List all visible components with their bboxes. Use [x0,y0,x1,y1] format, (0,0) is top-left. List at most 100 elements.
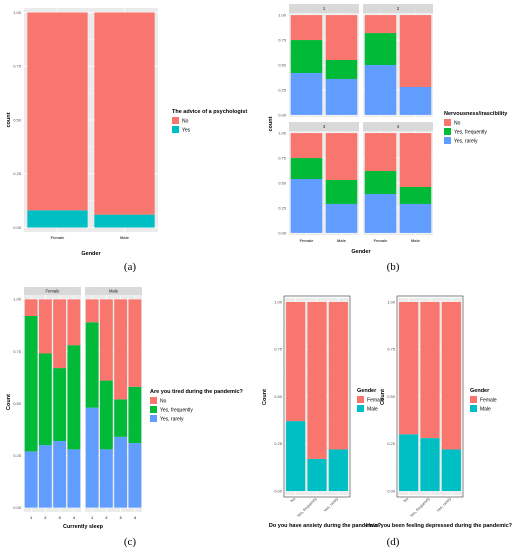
bar-b-facet0-0-s0 [290,15,323,41]
ytick-label: 0.00 [13,505,22,510]
legend-title: Gender [470,388,490,394]
bar-c-facet1-0-s2 [85,407,99,508]
bar-d1-2-s1 [328,449,348,492]
ytick-label: 0.25 [13,171,22,176]
xtick-label: No [402,496,410,504]
xtick-label: Male [120,235,130,240]
bar-b-facet1-0-s1 [364,33,397,65]
bar-d2-2-s0 [441,301,461,450]
legend-label: Yes, rarely [160,417,184,423]
bar-a-0-s0 [27,12,88,211]
bar-c-facet0-1-s1 [38,353,52,446]
ytick-label: 0.75 [13,64,22,69]
facet-strip-label: 1 [323,6,326,11]
ytick-label: 0.50 [387,394,396,399]
legend-label: Male [480,407,491,413]
facet-strip-label: 4 [397,124,400,129]
bar-b-facet2-1-s2 [325,203,358,233]
facet-strip [24,287,81,295]
bar-b-facet3-0-s1 [364,171,397,194]
legend-label: Yes, frequently [454,130,487,136]
bar-d1-2-s0 [328,301,348,450]
ytick-label: 0.00 [13,225,22,230]
legend-title: Nervousness/irascibility [444,111,508,117]
bar-b-facet3-0-s2 [364,193,397,233]
panel-border [283,295,351,498]
panel-caption: (b) [387,261,400,273]
legend-label: Male [367,407,378,413]
bar-c-facet1-1-s2 [99,449,113,508]
xtick-label: Yes, rarely [435,496,452,513]
legend-title: Gender [357,388,377,394]
y-axis-title: Count [6,394,12,410]
bar-b-facet0-1-s0 [325,15,358,61]
xtick-label: Male [337,238,347,243]
facet-strip [289,4,359,13]
bar-b-facet3-1-s2 [399,203,432,233]
bar-d1-0-s1 [286,421,306,492]
legend-key [470,396,477,403]
bar-c-facet1-1-s0 [99,299,113,381]
bar-c-facet1-1-s1 [99,380,113,450]
ytick-label: 0.50 [13,117,22,122]
ytick-label: 0.75 [387,347,396,352]
bar-c-facet1-2-s2 [114,436,128,508]
xtick-label: No [289,496,297,504]
ytick-label: 1.00 [274,299,283,304]
x-axis-title: Have you been feeling depressed during t… [366,523,513,529]
legend-label: No [182,119,189,125]
bar-c-facet1-3-s1 [128,386,142,444]
bar-b-facet2-1-s1 [325,180,358,204]
bar-d1-1-s1 [307,458,327,492]
ytick-label: 0.75 [13,349,22,354]
legend-key [357,396,364,403]
bar-b-facet3-1-s1 [399,186,432,204]
bar-b-facet1-0-s2 [364,65,397,115]
bar-c-facet1-0-s1 [85,322,99,408]
ytick-label: 1.00 [387,299,396,304]
legend-label: No [160,399,167,405]
xtick-label: Male [411,238,421,243]
x-axis-title: Currently sleep [63,524,104,530]
ytick-label: 0.50 [274,394,283,399]
bar-c-facet0-2-s0 [53,299,67,369]
xtick-label: Female [51,235,66,240]
bar-a-0-s1 [27,210,88,228]
bar-a-1-s1 [94,214,155,228]
xtick-label: 3 [59,515,62,520]
ytick-label: 0.50 [13,401,22,406]
legend-title: Are you tired during the pandemic? [150,389,244,395]
legend-key [150,406,157,413]
y-axis-title: Count [380,389,386,405]
bar-b-facet0-0-s2 [290,72,323,115]
legend-label: Female [367,398,384,404]
xtick-label: Female [374,238,389,243]
legend-label: Yes [182,128,191,134]
xtick-label: 4 [134,515,137,520]
bar-d2-0-s0 [399,301,419,435]
ytick-label: 1.00 [278,12,287,17]
legend-label: No [454,121,461,127]
facet-strip [289,122,359,131]
legend-key [444,137,451,144]
bar-d2-2-s1 [441,449,461,492]
ytick-label: 0.00 [274,488,283,493]
ytick-label: 0.00 [278,112,287,117]
ytick-label: 0.25 [387,441,396,446]
bar-b-facet2-0-s0 [290,133,323,159]
bar-a-1-s0 [94,12,155,215]
xtick-label: 2 [105,515,108,520]
bar-c-facet0-3-s0 [67,299,81,346]
facet-strip-label: 3 [323,124,326,129]
xtick-label: 3 [120,515,123,520]
bar-c-facet1-0-s0 [85,299,99,323]
bar-b-facet3-0-s0 [364,133,397,172]
y-axis-title: count [6,112,12,127]
legend-key [357,405,364,412]
legend-key [172,126,179,133]
bar-b-facet3-1-s0 [399,133,432,187]
ytick-label: 0.25 [278,205,287,210]
y-axis-title: Count [262,389,268,405]
ytick-label: 0.00 [387,488,396,493]
